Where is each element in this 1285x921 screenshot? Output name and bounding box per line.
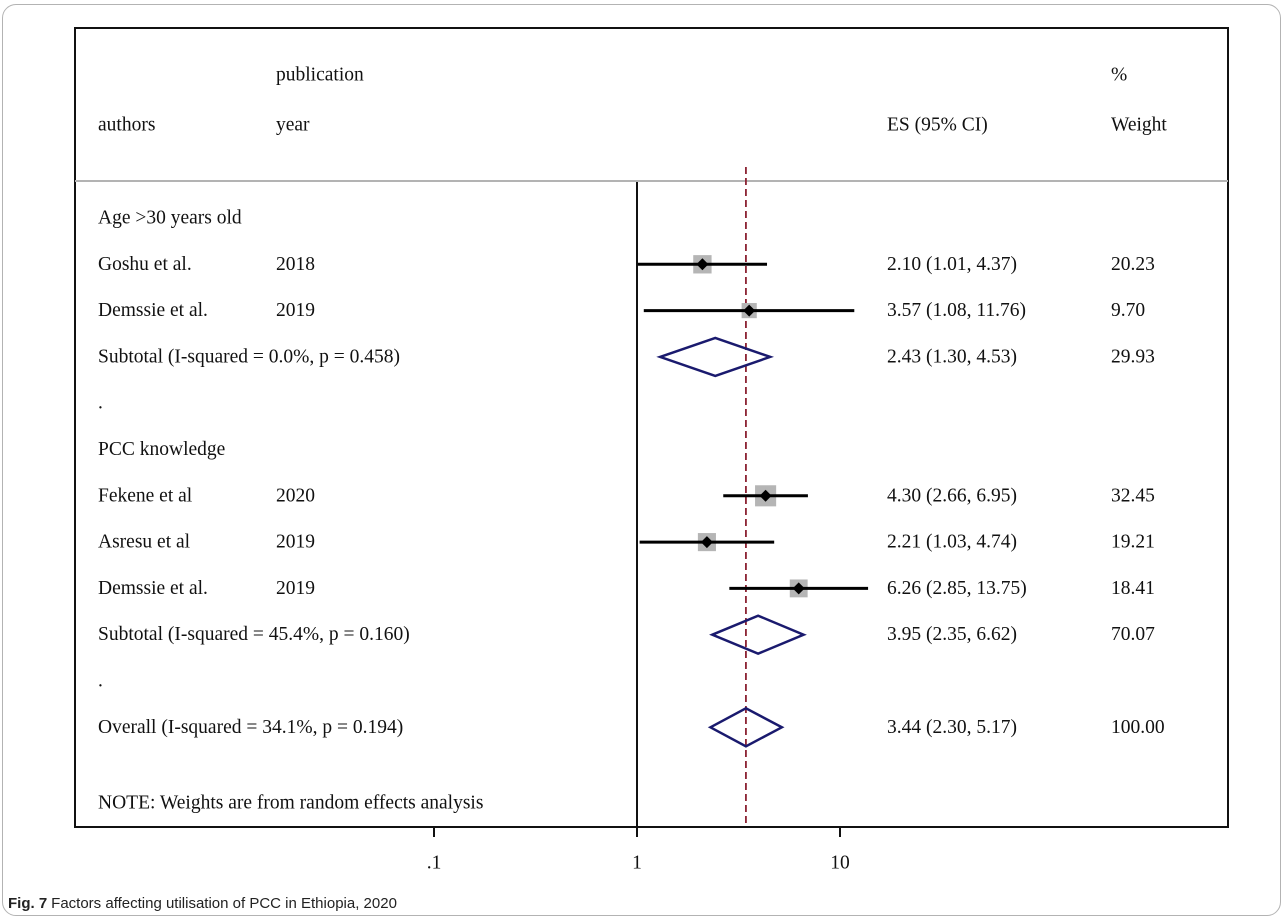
study-weight-label: 9.70 (1111, 300, 1145, 321)
study-year: 2020 (276, 485, 315, 506)
study-author: Demssie et al. (98, 578, 208, 599)
subgroup-header: PCC knowledge (98, 439, 225, 460)
column-header-es: ES (95% CI) (887, 115, 988, 136)
study-author: Asresu et al (98, 532, 191, 553)
study-year: 2019 (276, 532, 315, 553)
study-author: Demssie et al. (98, 300, 208, 321)
subtotal-label: Subtotal (I-squared = 0.0%, p = 0.458) (98, 346, 400, 367)
subgroup-header: Age >30 years old (98, 208, 242, 229)
column-header-publication: publication (276, 65, 364, 86)
column-header-authors: authors (98, 115, 155, 136)
plot-border (74, 27, 1229, 828)
x-axis-tick-label: .1 (427, 853, 442, 874)
figure-caption-text: Factors affecting utilisation of PCC in … (51, 895, 397, 912)
point-estimate-marker (700, 536, 713, 549)
study-weight-label: 19.21 (1111, 532, 1155, 553)
column-header-weight: Weight (1111, 115, 1167, 136)
separator-dot: . (98, 393, 103, 414)
x-axis-tick-label: 1 (632, 853, 642, 874)
subtotal-weight-label: 70.07 (1111, 624, 1155, 645)
point-estimate-marker (696, 258, 709, 271)
study-year: 2019 (276, 578, 315, 599)
subtotal-label: Subtotal (I-squared = 45.4%, p = 0.160) (98, 624, 410, 645)
subtotal-diamond (656, 336, 775, 378)
overall-es-label: 3.44 (2.30, 5.17) (887, 717, 1017, 738)
study-es-label: 2.21 (1.03, 4.74) (887, 532, 1017, 553)
subtotal-es-label: 2.43 (1.30, 4.53) (887, 346, 1017, 367)
weights-note: NOTE: Weights are from random effects an… (98, 793, 483, 814)
x-axis-tick-label: 10 (830, 853, 850, 874)
study-year: 2019 (276, 300, 315, 321)
study-author: Fekene et al (98, 485, 193, 506)
study-author: Goshu et al. (98, 254, 192, 275)
subtotal-weight-label: 29.93 (1111, 346, 1155, 367)
study-es-label: 6.26 (2.85, 13.75) (887, 578, 1027, 599)
study-es-label: 2.10 (1.01, 4.37) (887, 254, 1017, 275)
overall-weight-label: 100.00 (1111, 717, 1165, 738)
point-estimate-marker (743, 304, 756, 317)
column-header-percent: % (1111, 65, 1127, 86)
study-year: 2018 (276, 254, 315, 275)
point-estimate-marker (792, 582, 805, 595)
study-weight-label: 32.45 (1111, 485, 1155, 506)
subtotal-es-label: 3.95 (2.35, 6.62) (887, 624, 1017, 645)
study-es-label: 4.30 (2.66, 6.95) (887, 485, 1017, 506)
overall-label: Overall (I-squared = 34.1%, p = 0.194) (98, 717, 403, 738)
column-header-year: year (276, 115, 310, 136)
figure-label: Fig. 7 (8, 895, 48, 912)
figure-frame (2, 4, 1281, 916)
figure-caption: Fig. 7 Factors affecting utilisation of P… (8, 896, 397, 911)
overall-diamond (707, 706, 785, 748)
point-estimate-marker (759, 489, 772, 502)
study-es-label: 3.57 (1.08, 11.76) (887, 300, 1026, 321)
study-weight-label: 18.41 (1111, 578, 1155, 599)
separator-dot: . (98, 671, 103, 692)
subtotal-diamond (709, 614, 807, 656)
study-weight-label: 20.23 (1111, 254, 1155, 275)
